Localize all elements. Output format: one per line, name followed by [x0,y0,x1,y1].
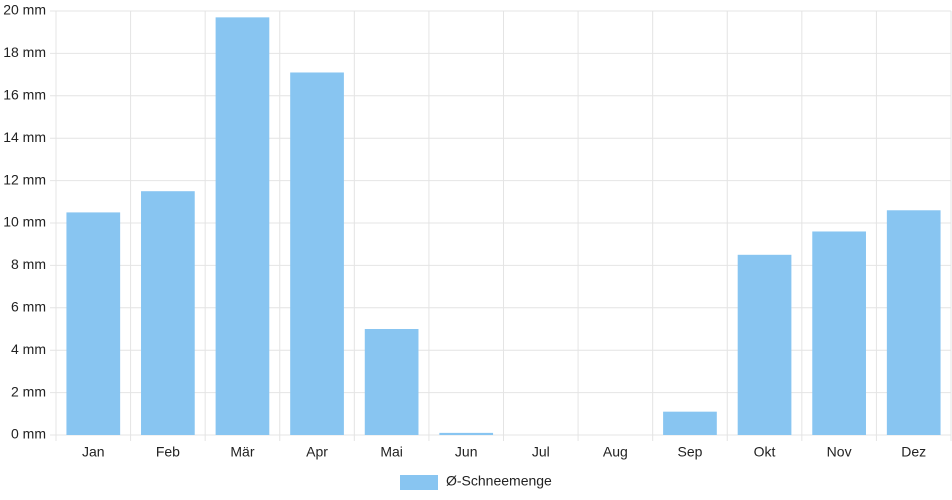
x-tick-label: Jul [532,444,550,460]
y-tick-label: 20 mm [3,2,46,18]
x-tick-label: Okt [754,444,776,460]
x-tick-label: Mär [230,444,254,460]
x-tick-label: Aug [603,444,628,460]
y-tick-label: 16 mm [3,87,46,103]
bar [886,210,941,435]
bar [364,329,419,435]
legend-swatch [400,475,438,490]
y-tick-label: 6 mm [11,299,46,315]
bar [290,72,344,435]
x-tick-label: Jun [455,444,478,460]
bar [663,411,717,435]
y-tick-label: 8 mm [11,256,46,272]
y-tick-label: 2 mm [11,383,46,399]
bar [439,432,494,435]
y-tick-label: 14 mm [3,129,46,145]
x-tick-label: Mai [380,444,403,460]
x-tick-label: Apr [306,444,328,460]
x-tick-label: Sep [677,444,702,460]
y-tick-label: 4 mm [11,341,46,357]
y-tick-label: 0 mm [11,426,46,442]
y-tick-label: 10 mm [3,214,46,230]
y-tick-label: 12 mm [3,171,46,187]
x-tick-label: Dez [901,444,926,460]
x-tick-label: Feb [156,444,180,460]
bar [215,17,270,436]
x-tick-label: Nov [827,444,852,460]
bar [812,231,866,435]
bar [66,212,121,435]
bar [141,191,195,435]
y-tick-label: 18 mm [3,44,46,60]
legend-label: Ø-Schneemenge [446,473,552,489]
x-tick-label: Jan [82,444,105,460]
bar [737,254,792,435]
